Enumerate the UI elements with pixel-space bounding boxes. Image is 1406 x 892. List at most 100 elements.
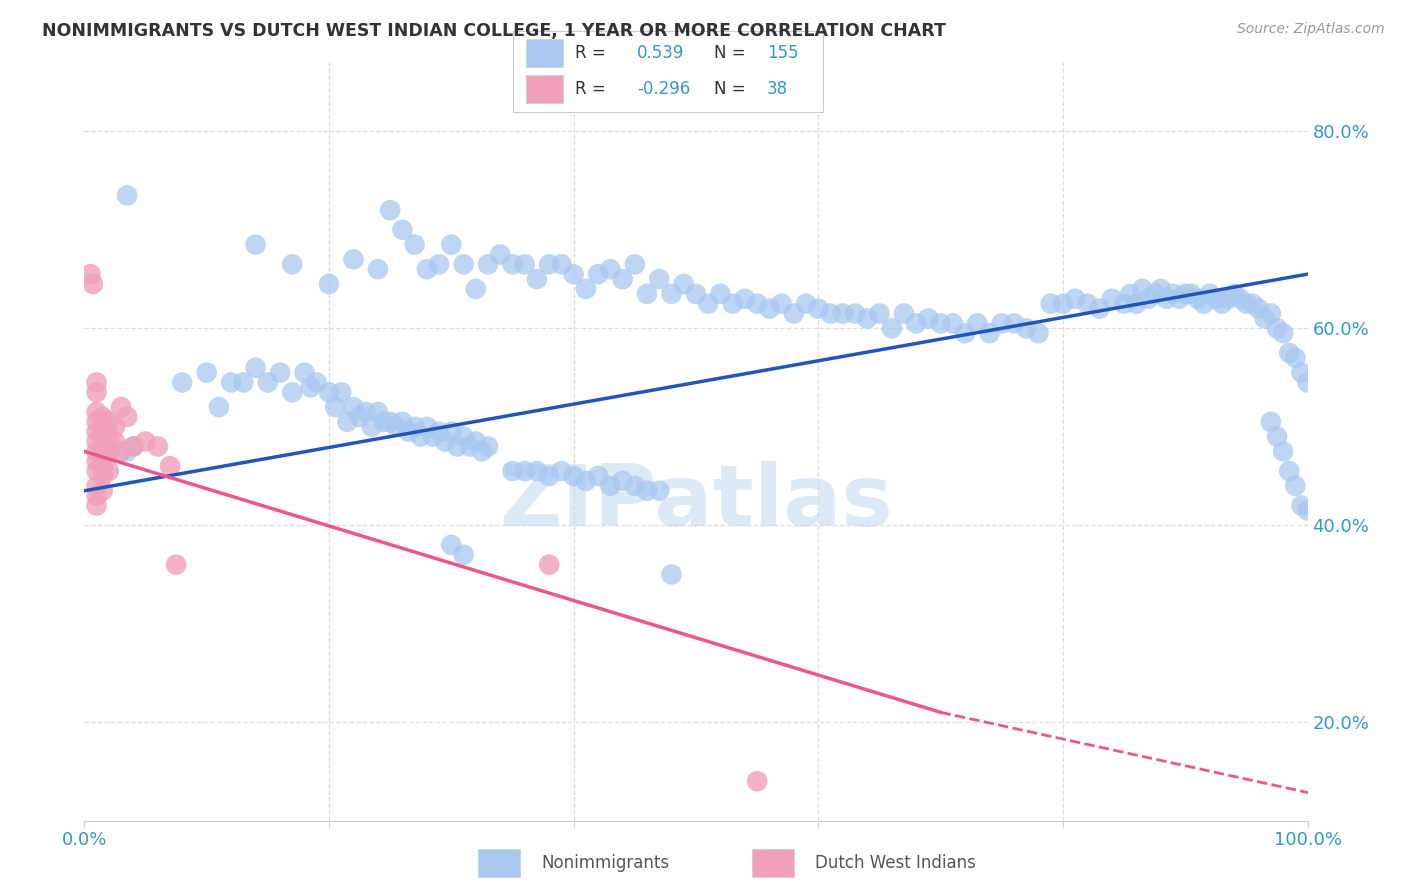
Point: [464, 282, 486, 296]
Point: [880, 321, 903, 335]
Point: [91, 459, 114, 474]
Point: [1114, 296, 1136, 310]
Point: [893, 306, 915, 320]
Point: [1168, 292, 1191, 306]
Text: Source: ZipAtlas.com: Source: ZipAtlas.com: [1237, 22, 1385, 37]
Point: [477, 440, 499, 454]
Point: [97, 444, 120, 458]
Point: [979, 326, 1001, 341]
Point: [104, 419, 127, 434]
Point: [648, 483, 671, 498]
Point: [1284, 479, 1306, 493]
Point: [1278, 346, 1301, 360]
Point: [1088, 301, 1111, 316]
Point: [104, 434, 127, 449]
Point: [538, 257, 561, 271]
Point: [1265, 321, 1288, 335]
Point: [299, 380, 322, 394]
Point: [398, 425, 420, 439]
Point: [122, 440, 145, 454]
Point: [697, 296, 720, 310]
Point: [575, 282, 598, 296]
Point: [453, 548, 475, 562]
Point: [446, 440, 468, 454]
Point: [709, 286, 731, 301]
Point: [464, 434, 486, 449]
Point: [550, 257, 572, 271]
Point: [1254, 311, 1277, 326]
Point: [91, 483, 114, 498]
Point: [318, 385, 340, 400]
Point: [281, 385, 304, 400]
Point: [770, 296, 793, 310]
Point: [538, 469, 561, 483]
Point: [440, 538, 463, 552]
Bar: [526, 39, 562, 68]
Point: [86, 499, 108, 513]
Point: [1028, 326, 1050, 341]
Point: [172, 376, 194, 390]
Point: [380, 415, 402, 429]
Text: N =: N =: [714, 44, 745, 62]
Point: [1174, 286, 1197, 301]
Point: [232, 376, 254, 390]
Point: [636, 286, 658, 301]
Point: [1137, 292, 1160, 306]
Point: [367, 405, 389, 419]
Point: [1291, 499, 1313, 513]
Point: [1150, 282, 1173, 296]
Point: [1291, 366, 1313, 380]
Point: [1198, 286, 1220, 301]
Point: [599, 479, 621, 493]
Point: [91, 419, 114, 434]
Point: [538, 558, 561, 572]
Point: [991, 317, 1014, 331]
Point: [86, 385, 108, 400]
Point: [165, 558, 187, 572]
Point: [1260, 415, 1282, 429]
Point: [575, 474, 598, 488]
Point: [354, 405, 377, 419]
Point: [471, 444, 494, 458]
Point: [1052, 296, 1074, 310]
Point: [869, 306, 891, 320]
Point: [1143, 286, 1166, 301]
Point: [1211, 296, 1233, 310]
Text: Nonimmigrants: Nonimmigrants: [541, 854, 669, 872]
Point: [404, 419, 426, 434]
Text: N =: N =: [714, 80, 745, 98]
Point: [1272, 444, 1295, 458]
Point: [135, 434, 157, 449]
Point: [360, 419, 382, 434]
Point: [86, 489, 108, 503]
Point: [115, 188, 138, 202]
Point: [513, 464, 536, 478]
Point: [336, 415, 359, 429]
Point: [391, 415, 413, 429]
Point: [330, 385, 353, 400]
Point: [440, 237, 463, 252]
Text: -0.296: -0.296: [637, 80, 690, 98]
Point: [685, 286, 707, 301]
Point: [489, 247, 512, 261]
Point: [502, 464, 524, 478]
Point: [122, 440, 145, 454]
Point: [1272, 326, 1295, 341]
Point: [219, 376, 242, 390]
Point: [86, 376, 108, 390]
Point: [1161, 286, 1184, 301]
Point: [1101, 292, 1123, 306]
Point: [612, 474, 634, 488]
Point: [562, 267, 585, 281]
Point: [758, 301, 780, 316]
Point: [1265, 429, 1288, 443]
Point: [82, 277, 104, 291]
Point: [721, 296, 744, 310]
Point: [440, 425, 463, 439]
Point: [1296, 503, 1319, 517]
Point: [86, 405, 108, 419]
Bar: [752, 849, 794, 877]
Point: [526, 272, 548, 286]
Bar: [478, 849, 520, 877]
Point: [1223, 286, 1246, 301]
